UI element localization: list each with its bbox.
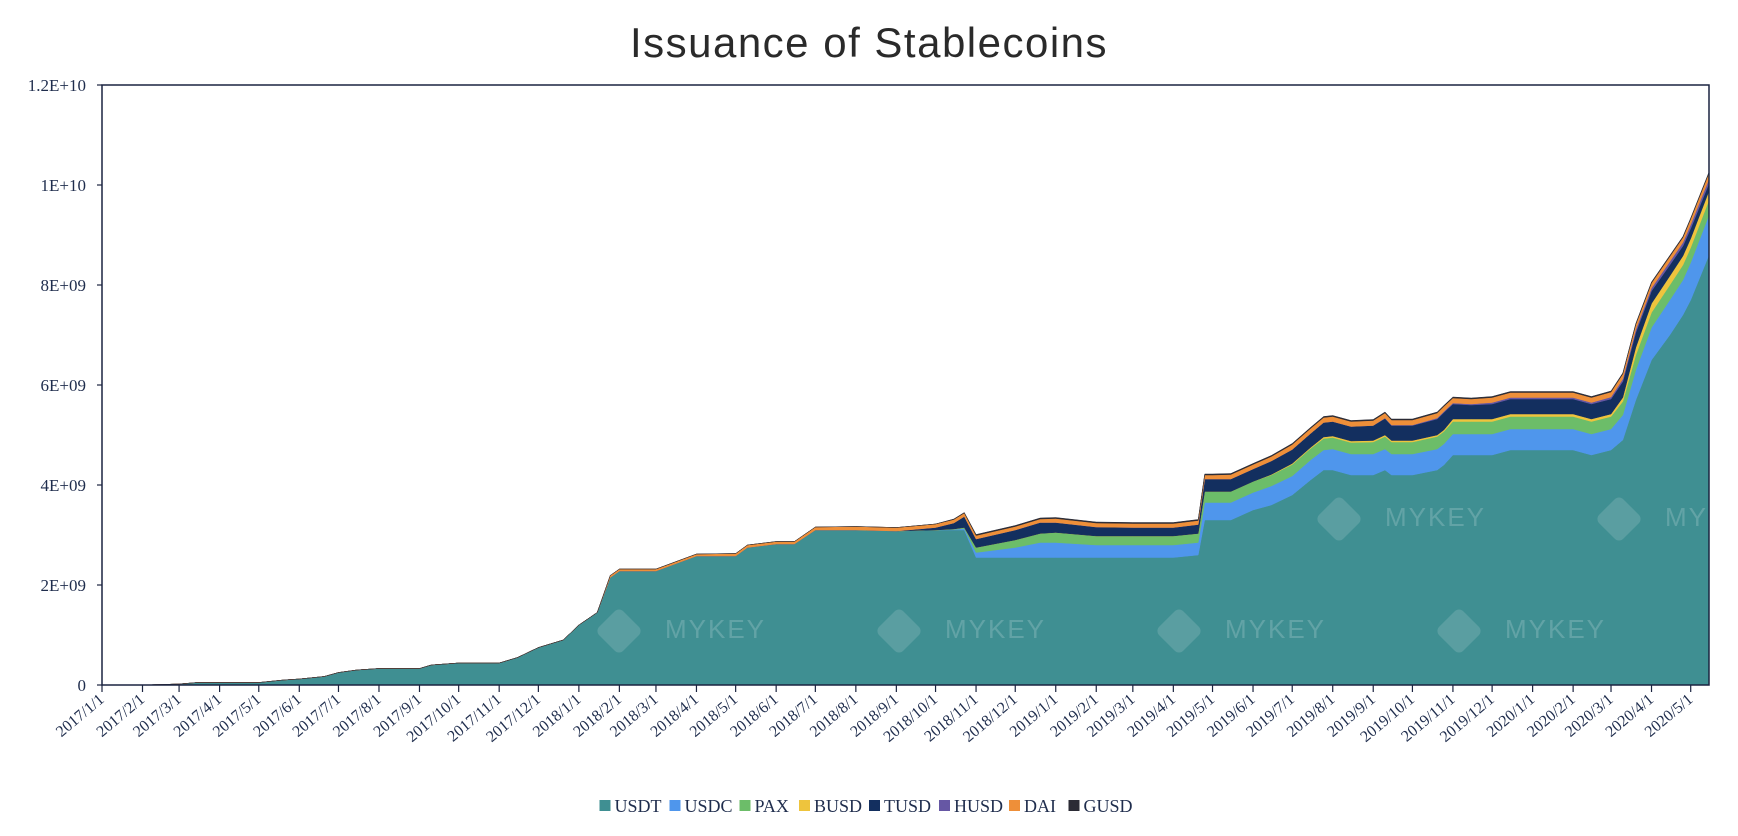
y-axis: 0 2E+09 4E+09 6E+09 8E+09 1E+10 1.2E+10: [28, 76, 102, 695]
legend-item-tusd: TUSD: [869, 796, 931, 816]
legend-label: BUSD: [814, 796, 862, 816]
x-axis: 2017/1/12017/2/12017/3/12017/4/12017/5/1…: [53, 685, 1696, 746]
watermarks: MYKEY MYKEY MYKEY MYKEY MYKEY MYKEY: [597, 497, 1738, 653]
legend-swatch: [739, 800, 751, 811]
legend-swatch: [1068, 800, 1080, 811]
watermark-logo: [1437, 609, 1481, 653]
watermark-text: MYKEY: [665, 614, 766, 644]
legend: USDT USDC PAX BUSD TUSD HUSD DAI GUSD: [599, 796, 1133, 816]
watermark-logo: [1157, 609, 1201, 653]
chart-title: Issuance of Stablecoins: [630, 19, 1108, 66]
watermark-logo: [877, 609, 921, 653]
y-tick-label: 0: [78, 676, 87, 695]
watermark: MYKEY: [877, 609, 1046, 653]
watermark: MYKEY: [597, 609, 766, 653]
watermark-text: MYKEY: [1665, 502, 1738, 532]
y-tick-label: 8E+09: [41, 276, 86, 295]
legend-swatch: [669, 800, 681, 811]
y-tick-label: 2E+09: [41, 576, 86, 595]
y-tick-label: 1E+10: [41, 176, 86, 195]
y-tick-label: 1.2E+10: [28, 76, 86, 95]
watermark-logo: [597, 609, 641, 653]
legend-label: USDC: [685, 796, 733, 816]
watermark-text: MYKEY: [1225, 614, 1326, 644]
watermark-logo: [1597, 497, 1641, 541]
legend-swatch: [869, 800, 880, 811]
legend-item-pax: PAX: [739, 796, 789, 816]
watermark-logo: [1317, 497, 1361, 541]
watermark-text: MYKEY: [1385, 502, 1486, 532]
legend-label: DAI: [1024, 796, 1056, 816]
watermark-text: MYKEY: [1505, 614, 1606, 644]
legend-label: USDT: [615, 796, 662, 816]
watermark: MYKEY: [1597, 497, 1738, 541]
legend-label: PAX: [755, 796, 789, 816]
legend-label: TUSD: [884, 796, 931, 816]
watermark: MYKEY: [1317, 497, 1486, 541]
legend-label: HUSD: [954, 796, 1003, 816]
legend-item-usdc: USDC: [669, 796, 733, 816]
legend-label: GUSD: [1084, 796, 1133, 816]
legend-item-gusd: GUSD: [1068, 796, 1133, 816]
legend-swatch: [799, 800, 810, 811]
area-layers: [102, 171, 1710, 686]
watermark: MYKEY: [1157, 609, 1326, 653]
y-tick-label: 4E+09: [41, 476, 86, 495]
watermark-text: MYKEY: [945, 614, 1046, 644]
legend-item-busd: BUSD: [799, 796, 862, 816]
y-tick-label: 6E+09: [41, 376, 86, 395]
legend-swatch: [939, 800, 950, 811]
legend-swatch: [599, 800, 611, 811]
legend-item-dai: DAI: [1009, 796, 1056, 816]
watermark: MYKEY: [1437, 609, 1606, 653]
legend-item-husd: HUSD: [939, 796, 1003, 816]
legend-swatch: [1009, 800, 1020, 811]
legend-item-usdt: USDT: [599, 796, 662, 816]
